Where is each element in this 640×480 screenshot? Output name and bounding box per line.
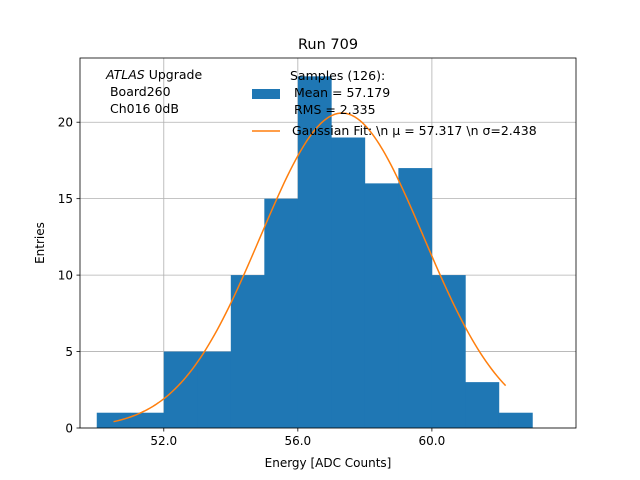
x-tick-label: 56.0 — [284, 434, 311, 448]
histogram-bar — [465, 382, 500, 428]
y-axis-label: Entries — [33, 222, 47, 264]
histogram-bar — [230, 275, 265, 428]
x-axis-ticks: 52.0 56.0 60.0 — [150, 428, 445, 448]
annotation-upgrade: Upgrade — [145, 67, 203, 82]
legend-samples-count: Samples (126): — [290, 68, 385, 83]
plot-frame — [79, 57, 577, 429]
histogram-bar — [331, 137, 366, 428]
histogram-bar — [398, 168, 433, 428]
legend-swatch-samples — [252, 89, 280, 99]
chart-title: Run 709 — [298, 37, 358, 53]
y-tick-label: 20 — [58, 116, 73, 130]
legend-fit-label: Gaussian Fit: \n μ = 57.317 \n σ=2.438 — [292, 123, 537, 138]
histogram-bar — [264, 198, 299, 428]
annotation-title: ATLAS Upgrade — [105, 67, 202, 82]
legend: Samples (126): Mean = 57.179 RMS = 2.335… — [252, 68, 537, 138]
histogram-bar — [431, 275, 466, 428]
histogram-bar — [364, 183, 399, 428]
y-tick-label: 15 — [58, 192, 73, 206]
histogram-bars — [96, 76, 533, 428]
annotation-board: Board260 — [106, 84, 171, 99]
annotation-channel: Ch016 0dB — [106, 101, 179, 116]
x-tick-label: 52.0 — [150, 434, 177, 448]
legend-samples-rms: RMS = 2.335 — [290, 102, 376, 117]
annotation-atlas: ATLAS — [105, 67, 145, 82]
histogram-bar — [297, 76, 332, 428]
histogram-bar — [96, 412, 131, 428]
legend-samples-mean: Mean = 57.179 — [290, 85, 390, 100]
x-tick-label: 60.0 — [419, 434, 446, 448]
x-axis-label: Energy [ADC Counts] — [265, 456, 392, 470]
atlas-annotation: ATLAS Upgrade Board260 Ch016 0dB — [105, 67, 202, 116]
histogram-bar — [163, 351, 198, 428]
y-tick-label: 5 — [65, 345, 73, 359]
gaussian-fit-line — [113, 112, 507, 423]
y-tick-label: 10 — [58, 269, 73, 283]
histogram-bar — [197, 351, 232, 428]
y-axis-ticks: 0 5 10 15 20 — [58, 116, 80, 436]
histogram-bar — [498, 412, 533, 428]
histogram-bar — [130, 412, 165, 428]
y-tick-label: 0 — [65, 422, 73, 436]
